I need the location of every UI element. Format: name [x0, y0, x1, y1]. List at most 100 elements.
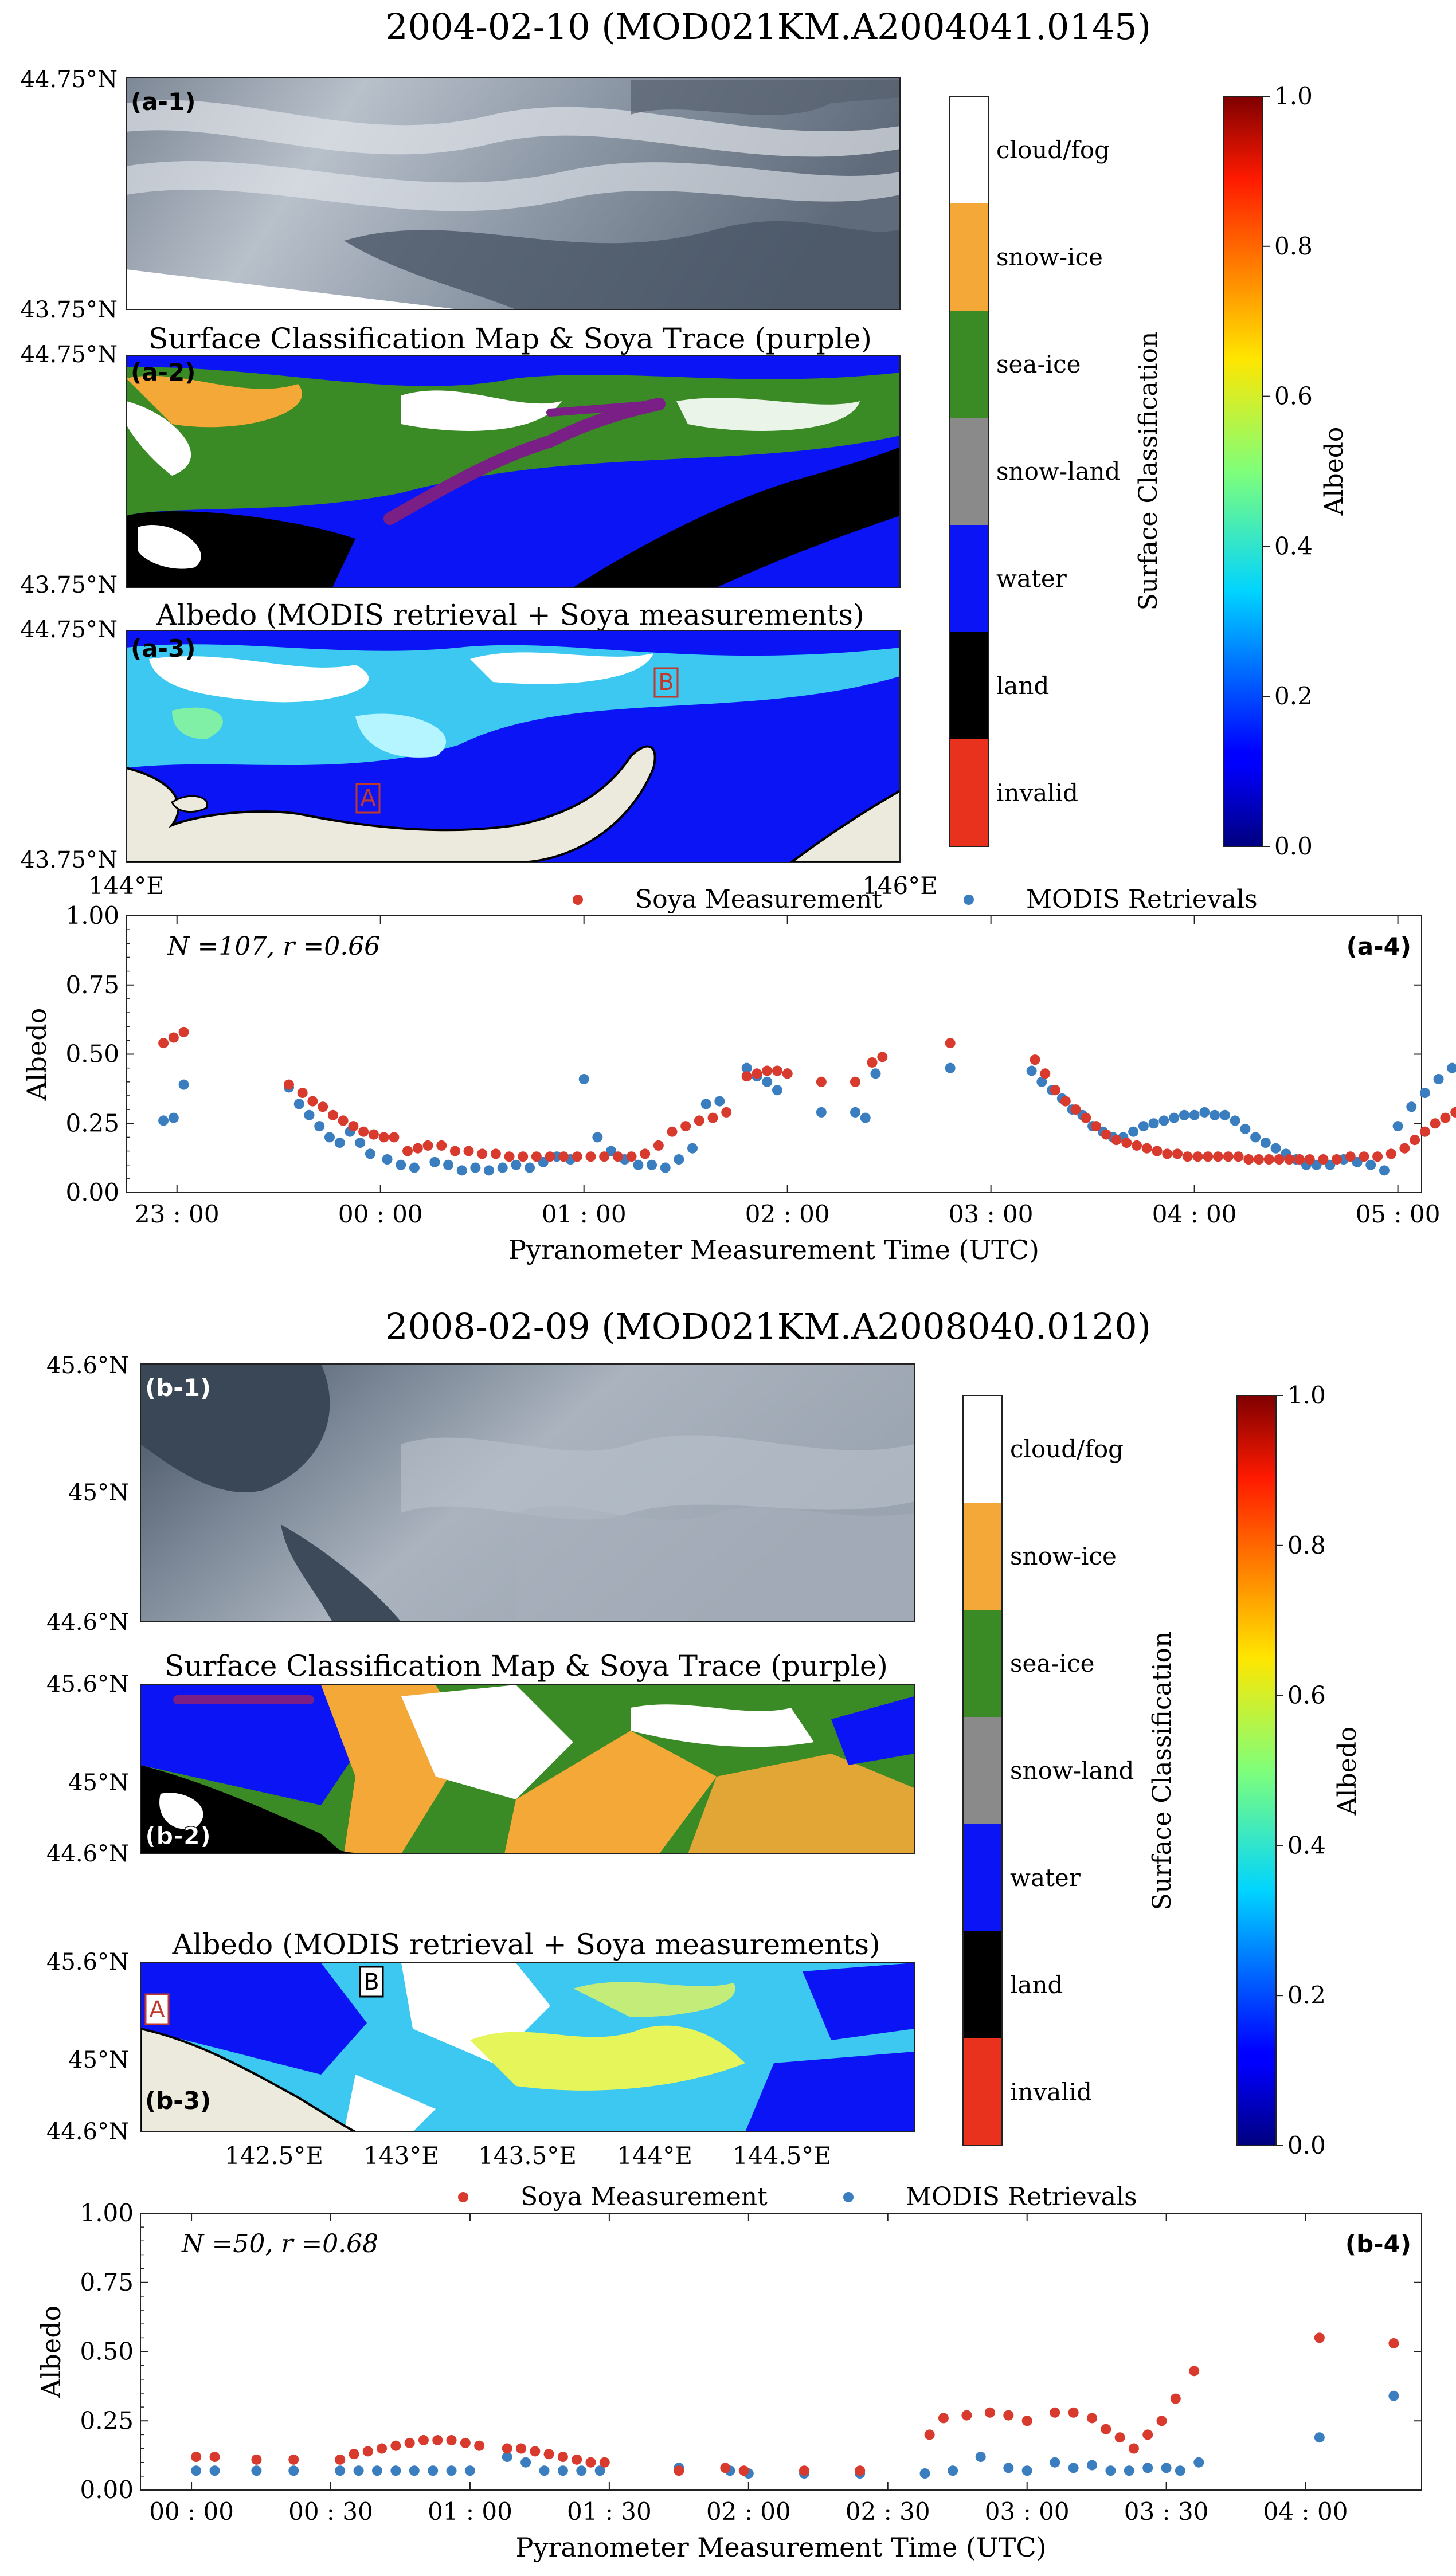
soya-point — [877, 1052, 888, 1062]
soya-point — [1068, 2407, 1079, 2418]
modis-point — [1210, 1109, 1220, 1120]
soya-point — [378, 1132, 389, 1143]
soya-point — [1388, 2338, 1399, 2349]
modis-point — [1142, 2463, 1153, 2473]
legend-marker-modis — [964, 895, 974, 905]
map-b2-label: (b-2) — [145, 1822, 211, 1850]
map-b3-title: Albedo (MODIS retrieval + Soya measureme… — [171, 1928, 880, 1961]
soya-point — [460, 2437, 471, 2448]
soya-point — [1399, 1143, 1410, 1154]
map-a2-lat-bottom: 43.75°N — [20, 572, 118, 598]
soya-point — [674, 2465, 684, 2476]
cb-a-class-3: snow-land — [996, 457, 1120, 485]
soya-point — [1314, 2332, 1325, 2343]
modis-point — [428, 2465, 439, 2476]
map-a3-frame — [126, 630, 901, 863]
soya-point — [1189, 2366, 1200, 2377]
modis-point — [1230, 1115, 1240, 1126]
modis-point — [1388, 2390, 1399, 2401]
soya-point — [446, 2435, 457, 2446]
modis-point — [1003, 2463, 1014, 2473]
modis-point — [647, 1159, 657, 1170]
modis-point — [1050, 2457, 1060, 2468]
soya-point — [572, 2454, 582, 2465]
soya-point — [1440, 1112, 1451, 1123]
soya-point — [1372, 1151, 1383, 1162]
soya-point — [412, 1143, 423, 1154]
map-b1-lat-top: 45.6°N — [46, 1352, 129, 1379]
soya-point — [436, 1140, 447, 1151]
y-tick-label: 0.75 — [80, 2268, 134, 2296]
soya-point — [1081, 1112, 1091, 1123]
soya-point — [1128, 2443, 1139, 2454]
modis-point — [674, 1154, 684, 1165]
classification-colorbar-b — [962, 1395, 1003, 2146]
y-tick-label: 0.25 — [65, 1109, 119, 1137]
soya-point — [463, 1146, 474, 1156]
modis-point — [539, 2465, 550, 2476]
soya-point — [1101, 2424, 1111, 2434]
map-b1-label: (b-1) — [145, 1374, 211, 1402]
x-tick-label: 02 : 30 — [846, 2497, 930, 2526]
albedo-colorbar-b-ticks: 0.0 0.2 0.4 0.6 0.8 1.0 — [1276, 1381, 1326, 2159]
modis-point — [1447, 1062, 1456, 1073]
cb-b-class-2: sea-ice — [1010, 1649, 1094, 1677]
soya-point — [168, 1032, 179, 1043]
soya-point — [720, 2463, 731, 2473]
modis-point — [251, 2465, 262, 2476]
modis-point — [511, 1159, 522, 1170]
map-a3-lat-top: 44.75°N — [20, 617, 118, 643]
modis-point — [456, 1165, 467, 1176]
soya-point — [1213, 1151, 1224, 1162]
albedo-colorbar-tick-label: 0.6 — [1287, 1681, 1326, 1710]
modis-point — [1087, 2460, 1098, 2471]
soya-point — [1142, 2429, 1153, 2440]
soya-point — [961, 2410, 972, 2421]
soya-point — [449, 1146, 460, 1156]
y-axis-label: Albedo — [21, 1008, 52, 1101]
soya-point — [474, 2440, 485, 2451]
soya-point — [1087, 2413, 1098, 2424]
modis-point — [1158, 1115, 1169, 1126]
modis-point — [660, 1162, 671, 1173]
soya-point — [335, 2454, 346, 2465]
soya-point — [738, 2465, 749, 2476]
x-axis-label: Pyranometer Measurement Time (UTC) — [516, 2532, 1047, 2563]
cb-a-class-5: land — [996, 672, 1049, 700]
soya-point — [1156, 2416, 1167, 2426]
modis-point — [1314, 2432, 1325, 2443]
x-tick-label: 05 : 00 — [1356, 1200, 1441, 1228]
soya-point — [1419, 1126, 1430, 1137]
map-b3-lon-tick: 144.5°E — [733, 2142, 831, 2170]
soya-point — [867, 1057, 878, 1068]
soya-point — [545, 1151, 555, 1162]
albedo-colorbar-tick-label: 0.8 — [1287, 1531, 1326, 1559]
soya-point — [1021, 2416, 1032, 2426]
soya-point — [572, 1151, 582, 1162]
modis-point — [1124, 2465, 1134, 2476]
map-a2-title: Surface Classification Map & Soya Trace … — [148, 322, 872, 355]
soya-point — [694, 1115, 704, 1126]
soya-point — [432, 2435, 443, 2446]
modis-point — [355, 1138, 366, 1148]
albedo-colorbar-tick-label: 0.0 — [1274, 832, 1313, 860]
soya-point — [1111, 1135, 1122, 1146]
albedo-colorbar-b — [1236, 1395, 1277, 2146]
x-tick-label: 00 : 30 — [288, 2497, 373, 2526]
albedo-colorbar-tick-label: 0.4 — [1274, 532, 1313, 560]
map-b1-lat-mid: 45°N — [68, 1480, 129, 1506]
soya-point — [1132, 1140, 1142, 1151]
modis-point — [168, 1112, 179, 1123]
modis-point — [1379, 1165, 1390, 1176]
modis-point — [288, 2465, 299, 2476]
soya-point — [422, 1140, 433, 1151]
map-b3-albedo — [140, 1963, 914, 2132]
cb-b-class-5: land — [1010, 1971, 1063, 1999]
x-tick-label: 00 : 00 — [149, 2497, 234, 2526]
modis-point — [557, 2465, 568, 2476]
soya-point — [490, 1148, 501, 1159]
soya-point — [1263, 1154, 1274, 1165]
soya-point — [502, 2443, 512, 2454]
soya-point — [1450, 1107, 1456, 1118]
map-a3-marker-b: B — [658, 669, 674, 696]
